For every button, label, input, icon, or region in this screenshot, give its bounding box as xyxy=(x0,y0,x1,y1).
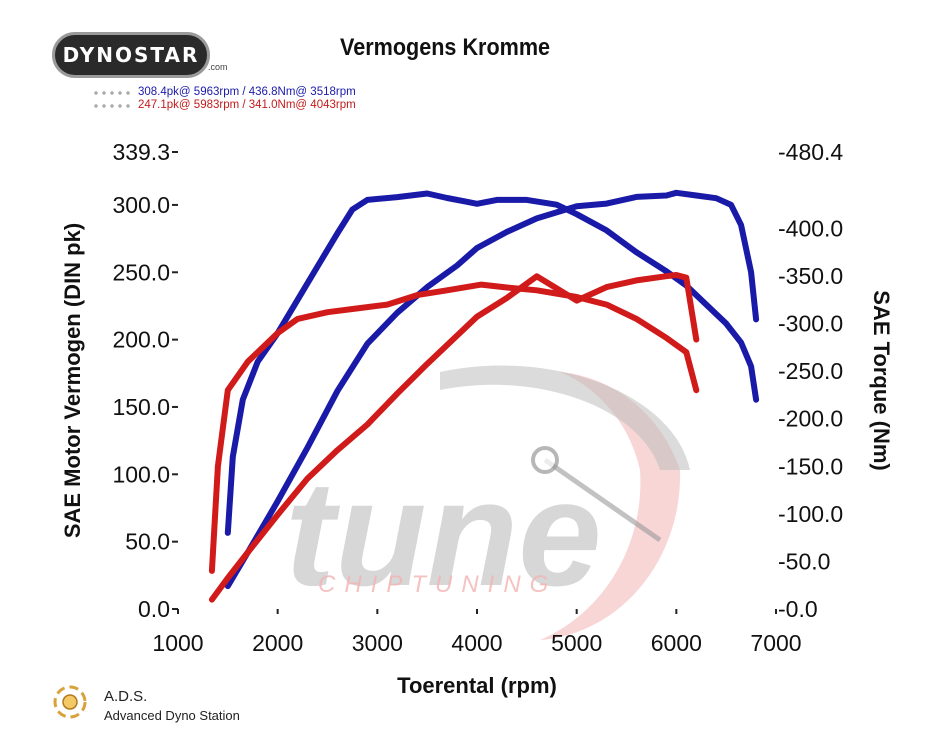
y-axis-tick-label: 100.0 xyxy=(112,461,170,487)
x-axis-tick-label: 1000 xyxy=(152,630,203,656)
watermark-needle-hub xyxy=(531,446,559,474)
y-axis-tick-label: 300.0 xyxy=(112,192,170,218)
y2-axis-tick-label: -50.0 xyxy=(778,548,830,574)
ads-logo-icon xyxy=(53,685,87,719)
x-axis-tick-label: 4000 xyxy=(451,630,502,656)
series-line-blue-torque xyxy=(224,190,760,536)
ads-title: A.D.S. xyxy=(104,688,148,705)
y-axis-tick-label: 150.0 xyxy=(112,394,170,420)
series-line-blue-power xyxy=(224,189,760,590)
watermark-word: tune xyxy=(285,449,602,617)
legend-marker-icon xyxy=(92,102,132,109)
legend-entry-red: 247.1pk@ 5983rpm / 341.0Nm@ 4043rpm xyxy=(92,99,356,112)
y2-axis-tick-label: -0.0 xyxy=(778,596,818,622)
y2-axis-tick-label: -150.0 xyxy=(778,453,843,479)
ads-subtitle: Advanced Dyno Station xyxy=(104,708,240,723)
y-axis-tick-label: 200.0 xyxy=(112,327,170,353)
y2-axis-tick-label: -400.0 xyxy=(778,215,843,241)
series-line-red-power xyxy=(208,272,700,603)
y2-axis-tick-label: -200.0 xyxy=(778,406,843,432)
legend: 308.4pk@ 5963rpm / 436.8Nm@ 3518rpm 247.… xyxy=(92,86,356,112)
y2-axis-tick-label: -100.0 xyxy=(778,501,843,527)
y2-axis-tick-label: -250.0 xyxy=(778,358,843,384)
dynostar-logo-suffix: .com xyxy=(208,62,228,72)
y-axis-tick-label: 0.0 xyxy=(138,596,170,622)
dynostar-logo-text: DYNOSTAR xyxy=(62,43,200,67)
watermark-arc xyxy=(440,365,690,470)
y-axis-title: SAE Motor Vermogen (DIN pk) xyxy=(60,223,85,538)
x-axis-tick-label: 2000 xyxy=(252,630,303,656)
y2-axis-tick-label: -480.4 xyxy=(778,139,843,165)
chart-title: Vermogens Kromme xyxy=(340,34,551,61)
x-axis-tick-label: 6000 xyxy=(651,630,702,656)
y-axis-tick-label: 339.3 xyxy=(112,139,170,165)
dynostar-logo: DYNOSTAR xyxy=(52,32,210,78)
series-line-red-torque xyxy=(208,281,700,574)
x-axis-tick-label: 3000 xyxy=(352,630,403,656)
y2-axis-tick-label: -350.0 xyxy=(778,263,843,289)
x-axis-tick-label: 5000 xyxy=(551,630,602,656)
legend-entry-blue: 308.4pk@ 5963rpm / 436.8Nm@ 3518rpm xyxy=(92,86,356,99)
watermark-needle xyxy=(543,457,662,543)
y2-axis-tick-label: -300.0 xyxy=(778,311,843,337)
x-axis-title: Toerental (rpm) xyxy=(397,673,557,698)
legend-marker-icon xyxy=(92,89,132,96)
x-axis-tick-label: 7000 xyxy=(750,630,801,656)
watermark-subword: CHIPTUNING xyxy=(318,571,557,598)
legend-entry-text: 308.4pk@ 5963rpm / 436.8Nm@ 3518rpm xyxy=(138,86,356,98)
y-axis-tick-label: 250.0 xyxy=(112,259,170,285)
watermark-swoosh xyxy=(540,372,681,640)
legend-entry-text: 247.1pk@ 5983rpm / 341.0Nm@ 4043rpm xyxy=(138,99,356,111)
y2-axis-title: SAE Torque (Nm) xyxy=(869,290,894,470)
y-axis-tick-label: 50.0 xyxy=(125,529,170,555)
